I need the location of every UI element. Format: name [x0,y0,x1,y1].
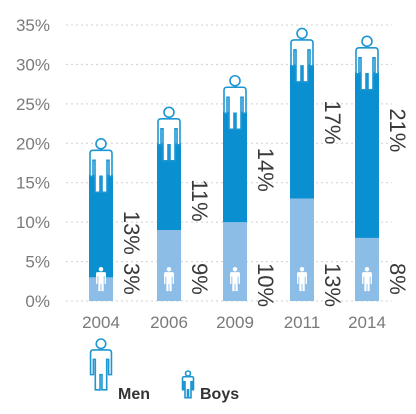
boy-icon [164,267,174,292]
x-tick-label: 2006 [150,313,188,332]
man-icon [89,138,113,194]
y-tick-label: 25% [16,95,50,114]
bar-boys [89,277,113,301]
x-tick-label: 2011 [284,313,321,332]
data-label-boys: 3% [119,263,144,295]
y-tick-label: 20% [16,134,50,153]
bar-men [157,143,181,231]
data-label-men: 21% [385,108,410,152]
man-icon [223,75,247,131]
legend-man-icon [89,338,113,391]
y-tick-label: 15% [16,174,50,193]
man-icon [290,27,314,83]
boy-icon [297,267,307,292]
data-label-men: 13% [119,211,144,255]
bar-boys [290,198,314,301]
y-tick-label: 5% [25,253,50,272]
bar-boys [223,222,247,301]
data-label-men: 14% [253,148,278,192]
x-tick-label: 2009 [216,313,254,332]
legend-label-men: Men [118,386,150,403]
x-tick-label: 2014 [348,313,386,332]
bar-men [355,72,379,238]
data-label-men: 17% [320,100,345,144]
icons [89,27,379,292]
y-tick-label: 10% [16,213,50,232]
data-label-boys: 9% [187,263,212,295]
bar-men [223,111,247,223]
boy-icon [362,267,372,292]
legend-label-boys: Boys [200,386,239,403]
data-label-men: 11% [187,179,212,221]
x-tick-label: 2004 [82,313,120,332]
y-tick-label: 30% [16,55,50,74]
y-tick-label: 0% [25,292,50,311]
bars [89,64,379,301]
y-axis: 0% 5% 10% 15% 20% 25% 30% 35% [16,16,50,311]
legend: Men Boys [89,338,239,403]
bar-boys [157,230,181,301]
bar-men [89,174,113,278]
boy-icon [230,267,240,292]
grid-lines [66,24,392,302]
data-label-boys: 13% [320,263,345,307]
man-icon [355,35,379,91]
bar-men [290,64,314,199]
legend-boy-icon [181,370,195,399]
man-icon [157,106,181,162]
y-tick-label: 35% [16,16,50,35]
data-label-boys: 8% [385,263,410,295]
boy-icon [96,267,106,292]
data-label-boys: 10% [253,263,278,307]
x-axis: 2004 2006 2009 2011 2014 [82,313,386,332]
data-labels: 13% 3% 11% 9% 14% 10% 17% 13% 21% 8% [119,100,410,307]
